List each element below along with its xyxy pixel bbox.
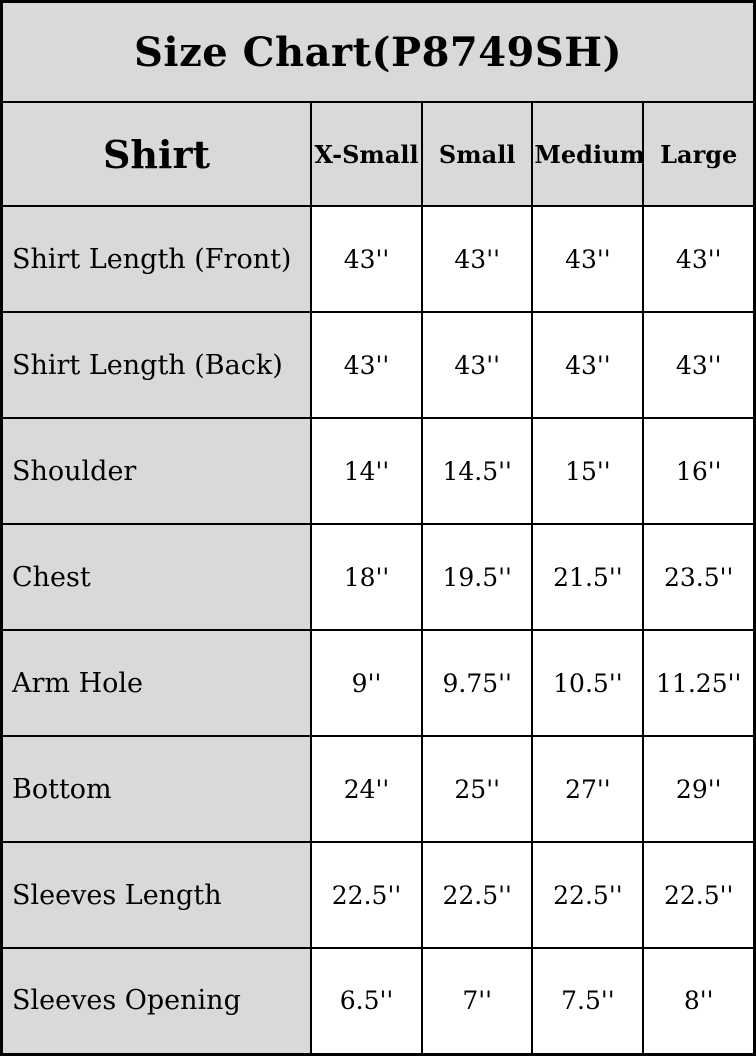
corner-header-shirt: Shirt [0,101,312,207]
size-value: 29'' [642,735,756,843]
size-value: 22.5'' [531,841,645,949]
size-value: 43'' [421,311,534,419]
measurement-row-shirt-length-back: Shirt Length (Back) 43'' 43'' 43'' 43'' [0,311,756,419]
size-value: 43'' [531,205,645,313]
size-value: 43'' [421,205,534,313]
measurement-row-shoulder: Shoulder 14'' 14.5'' 15'' 16'' [0,417,756,525]
size-value: 7'' [421,947,534,1055]
size-value: 18'' [309,523,424,631]
measurement-row-shirt-length-front: Shirt Length (Front) 43'' 43'' 43'' 43'' [0,205,756,313]
size-value: 43'' [642,205,756,313]
measurement-row-sleeves-length: Sleeves Length 22.5'' 22.5'' 22.5'' 22.5… [0,841,756,949]
size-value: 15'' [531,417,645,525]
row-label: Shirt Length (Back) [0,311,312,419]
measurement-row-sleeves-opening: Sleeves Opening 6.5'' 7'' 7.5'' 8'' [0,947,756,1055]
size-value: 6.5'' [309,947,424,1055]
row-label: Bottom [0,735,312,843]
row-label: Sleeves Opening [0,947,312,1055]
size-value: 7.5'' [531,947,645,1055]
size-value: 8'' [642,947,756,1055]
size-value: 22.5'' [642,841,756,949]
column-header-x-small: X-Small [309,101,424,207]
row-label: Sleeves Length [0,841,312,949]
row-label: Shirt Length (Front) [0,205,312,313]
size-value: 23.5'' [642,523,756,631]
measurement-row-arm-hole: Arm Hole 9'' 9.75'' 10.5'' 11.25'' [0,629,756,737]
chart-title: Size Chart(P8749SH) [0,0,756,103]
size-value: 21.5'' [531,523,645,631]
size-value: 43'' [642,311,756,419]
size-value: 24'' [309,735,424,843]
title-row: Size Chart(P8749SH) [0,0,756,103]
size-value: 9.75'' [421,629,534,737]
size-value: 43'' [309,205,424,313]
measurement-row-chest: Chest 18'' 19.5'' 21.5'' 23.5'' [0,523,756,631]
size-value: 25'' [421,735,534,843]
column-header-large: Large [642,101,756,207]
size-value: 11.25'' [642,629,756,737]
row-label: Shoulder [0,417,312,525]
size-value: 14'' [309,417,424,525]
size-value: 43'' [309,311,424,419]
size-value: 27'' [531,735,645,843]
size-value: 10.5'' [531,629,645,737]
size-value: 22.5'' [421,841,534,949]
row-label: Arm Hole [0,629,312,737]
size-value: 43'' [531,311,645,419]
size-value: 16'' [642,417,756,525]
column-header-medium: Medium [531,101,645,207]
size-value: 22.5'' [309,841,424,949]
size-value: 9'' [309,629,424,737]
size-value: 19.5'' [421,523,534,631]
size-value: 14.5'' [421,417,534,525]
header-row: Shirt X-Small Small Medium Large [0,101,756,207]
column-header-small: Small [421,101,534,207]
row-label: Chest [0,523,312,631]
measurement-row-bottom: Bottom 24'' 25'' 27'' 29'' [0,735,756,843]
